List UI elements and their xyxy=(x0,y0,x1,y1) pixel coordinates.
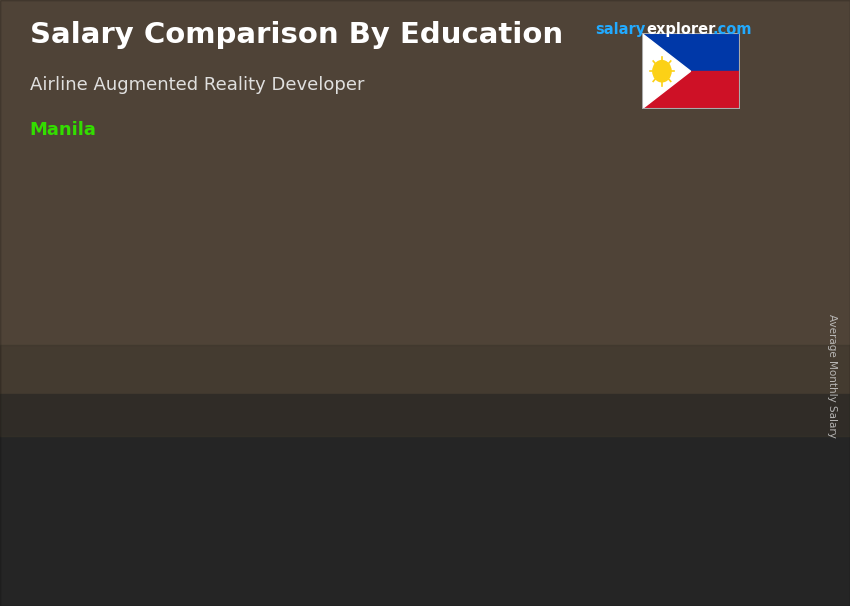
Polygon shape xyxy=(350,387,363,539)
Text: +21%: +21% xyxy=(559,255,631,275)
Text: 56,200 PHP: 56,200 PHP xyxy=(468,310,549,323)
Text: +41%: +41% xyxy=(372,285,444,305)
Polygon shape xyxy=(724,282,737,539)
Polygon shape xyxy=(92,405,176,410)
Text: Average Monthly Salary: Average Monthly Salary xyxy=(827,314,837,438)
Text: 39,900 PHP: 39,900 PHP xyxy=(280,370,361,383)
Text: 34,900 PHP: 34,900 PHP xyxy=(94,389,174,402)
Polygon shape xyxy=(653,282,737,287)
Text: salary: salary xyxy=(595,22,645,38)
Polygon shape xyxy=(279,387,363,391)
Bar xyxy=(642,33,740,72)
Text: Airline Augmented Reality Developer: Airline Augmented Reality Developer xyxy=(30,76,365,94)
Polygon shape xyxy=(466,327,550,331)
Bar xyxy=(466,331,537,539)
Bar xyxy=(92,410,163,539)
Text: explorer: explorer xyxy=(646,22,716,38)
Bar xyxy=(0,0,850,394)
Text: .com: .com xyxy=(712,22,751,38)
Bar xyxy=(0,394,850,606)
Polygon shape xyxy=(537,327,550,539)
Text: Salary Comparison By Education: Salary Comparison By Education xyxy=(30,21,563,49)
Text: Manila: Manila xyxy=(30,121,97,139)
Bar xyxy=(642,72,740,109)
Bar xyxy=(279,391,350,539)
Circle shape xyxy=(653,61,672,82)
Bar xyxy=(0,345,850,436)
Polygon shape xyxy=(642,33,690,109)
Text: +14%: +14% xyxy=(185,336,257,356)
Polygon shape xyxy=(163,405,176,539)
Bar xyxy=(653,287,724,539)
Text: 68,100 PHP: 68,100 PHP xyxy=(654,265,735,279)
